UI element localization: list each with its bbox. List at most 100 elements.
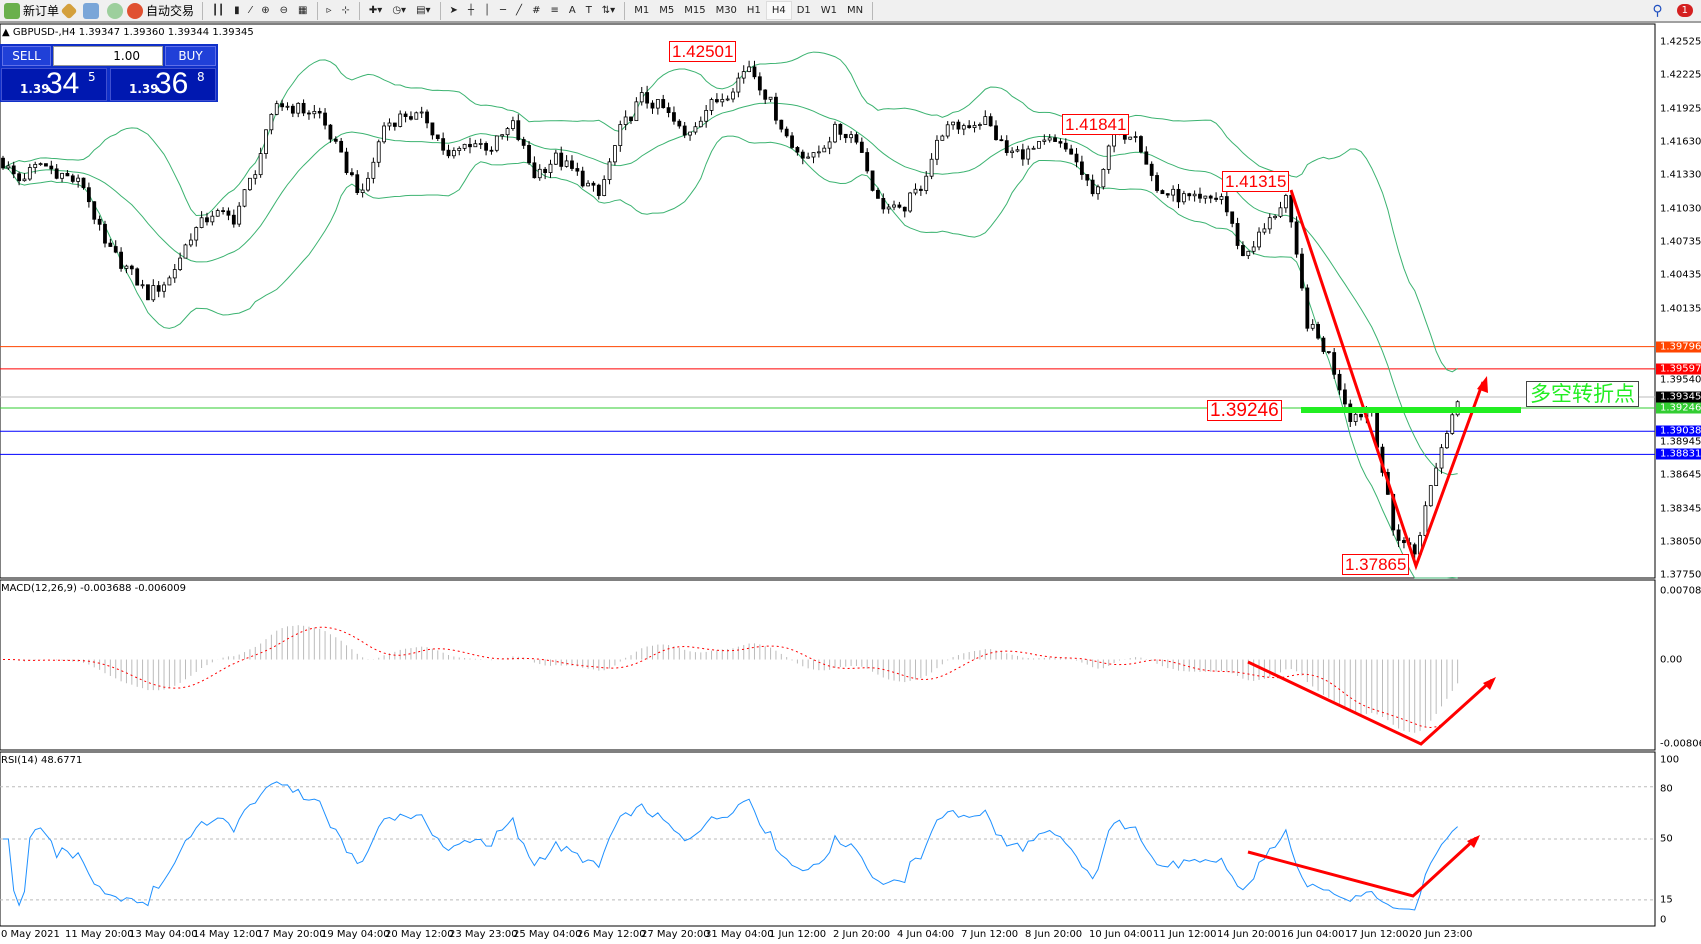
main-chart-frame [0, 23, 1656, 579]
templates-icon[interactable]: ▤▾ [416, 5, 431, 16]
time-axis-tick: 10 Jun 04:00 [1089, 929, 1153, 940]
candle [1428, 485, 1433, 507]
symbol-info-text: GBPUSD-,H4 1.39347 1.39360 1.39344 1.393… [12, 27, 254, 38]
candle [908, 192, 913, 212]
candle [886, 206, 891, 210]
turning-point-note[interactable]: 多空转折点 [1526, 381, 1639, 407]
candle [1160, 190, 1165, 195]
time-axis-tick: 14 May 12:00 [193, 929, 262, 940]
rsi-tick: 100 [1660, 754, 1680, 766]
indicators-icon[interactable]: ✚▾ [368, 5, 383, 16]
candle [1004, 140, 1009, 154]
candle [827, 141, 832, 149]
zoom-in-icon[interactable]: ⊕ [261, 5, 270, 16]
buy-button[interactable]: BUY [165, 46, 216, 66]
candle [1251, 246, 1256, 252]
candle [398, 113, 403, 127]
candle [151, 285, 156, 301]
candle [1326, 351, 1331, 353]
text-icon[interactable]: A [568, 5, 576, 16]
autoscroll-icon[interactable]: ▹ [326, 5, 332, 16]
periods-icon[interactable]: ◷▾ [392, 5, 407, 16]
timeframe-h1[interactable]: H1 [746, 5, 761, 16]
price-axis-tick: 1.38345 [1660, 503, 1701, 515]
auto-trade-button[interactable]: 自动交易 [146, 4, 195, 18]
signals-icon[interactable] [107, 2, 124, 19]
candle [795, 147, 800, 153]
time-axis-tick: 7 Jun 12:00 [961, 929, 1019, 940]
candle [162, 284, 166, 292]
sell-button[interactable]: SELL [2, 46, 51, 66]
macd-tick: -0.008063 [1660, 738, 1701, 750]
cursor-icon[interactable]: ➤ [449, 5, 458, 16]
time-axis-tick: 20 Jun 23:00 [1409, 929, 1473, 940]
candle [806, 156, 811, 159]
buy-price[interactable]: 1.39 36 8 [110, 67, 216, 101]
candle [382, 125, 387, 143]
arrows-icon[interactable]: ⇅▾ [601, 5, 616, 16]
price-axis-tick: 1.38050 [1660, 536, 1701, 547]
tile-windows-icon[interactable]: ▦ [298, 5, 308, 16]
support-price-label[interactable]: 1.39246 [1207, 400, 1282, 421]
notification-badge[interactable]: 1 [1676, 4, 1693, 17]
sell-price[interactable]: 1.39 34 5 [1, 67, 107, 101]
candle [1310, 324, 1315, 329]
candle [961, 125, 966, 130]
time-axis-tick: 17 Jun 12:00 [1345, 929, 1409, 940]
candle [199, 217, 204, 228]
text-label-icon[interactable]: T [585, 5, 592, 16]
search-icon[interactable]: ⚲ [1652, 2, 1663, 19]
candle [1439, 447, 1444, 469]
fibo-levels-icon[interactable]: ≡ [550, 5, 559, 16]
timeframe-m15[interactable]: M15 [684, 5, 706, 16]
candle [103, 223, 107, 244]
candle [1219, 196, 1224, 200]
bar-chart-icon[interactable]: ┃┃ [212, 5, 225, 16]
candle [188, 239, 193, 246]
price-axis-tick: 1.42225 [1660, 69, 1701, 81]
new-order-button[interactable]: 新订单 [23, 4, 60, 18]
navigator-icon[interactable] [83, 2, 100, 19]
trendline-icon[interactable]: ╱ [516, 5, 523, 16]
high-price-label[interactable]: 1.42501 [669, 41, 737, 62]
candle [76, 177, 81, 182]
volume-input[interactable]: 1.00 [53, 46, 163, 66]
price-level-badge: 1.39796 [1656, 341, 1701, 353]
candle [1101, 168, 1106, 188]
price-label[interactable]: 1.41841 [1062, 114, 1130, 135]
candle [1444, 433, 1449, 449]
candlestick-icon[interactable]: ▮ [234, 5, 240, 16]
low-price-label[interactable]: 1.37865 [1342, 554, 1410, 575]
metaeditor-icon[interactable] [60, 2, 78, 19]
turning-point-bar[interactable] [1301, 407, 1521, 413]
candle [462, 143, 467, 149]
zoom-out-icon[interactable]: ⊖ [279, 5, 289, 16]
price-label[interactable]: 1.41315 [1222, 171, 1290, 192]
time-axis-tick: 13 May 04:00 [129, 929, 198, 940]
chart-shift-icon[interactable]: ⊹ [341, 5, 350, 16]
candle [70, 175, 75, 182]
crosshair-icon[interactable]: ┼ [467, 5, 474, 16]
candle [1053, 137, 1057, 142]
timeframe-h4[interactable]: H4 [765, 1, 792, 20]
fibonacci-icon[interactable]: # [532, 5, 541, 16]
timeframe-m1[interactable]: M1 [634, 5, 650, 16]
time-axis-tick: 27 May 20:00 [641, 929, 710, 940]
candle [575, 168, 580, 172]
candle [607, 161, 612, 180]
macd-tick: 0.00 [1660, 654, 1683, 666]
candle [414, 112, 419, 120]
candle [1149, 163, 1154, 176]
time-axis-tick: 2 Jun 20:00 [833, 929, 891, 940]
timeframe-mn[interactable]: MN [847, 5, 864, 16]
vertical-line-icon[interactable]: │ [483, 5, 490, 16]
timeframe-m30[interactable]: M30 [715, 5, 737, 16]
candle [167, 277, 172, 286]
timeframe-d1[interactable]: D1 [796, 5, 811, 16]
timeframe-w1[interactable]: W1 [820, 5, 838, 16]
down-up-arrow-macd [1247, 660, 1494, 746]
horizontal-line-icon[interactable]: ─ [500, 5, 507, 16]
line-chart-icon[interactable]: ⁄ [249, 5, 252, 16]
timeframe-m5[interactable]: M5 [659, 5, 675, 16]
